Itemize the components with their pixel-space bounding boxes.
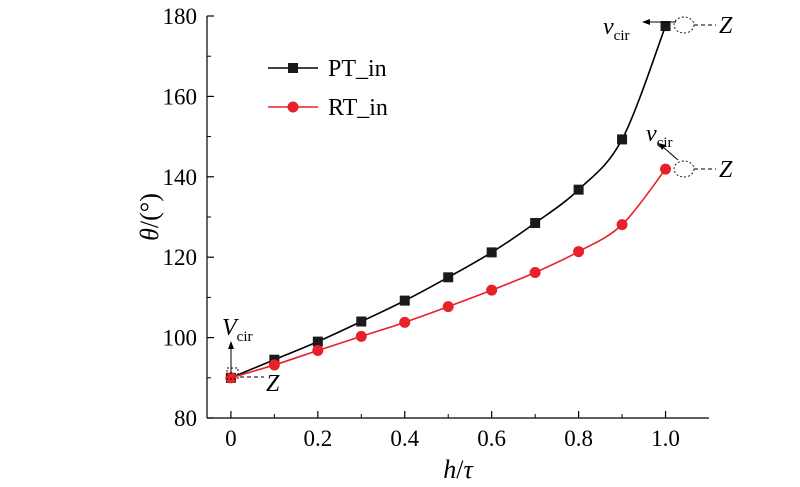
data-point-rt-in xyxy=(486,284,498,296)
data-point-rt-in xyxy=(529,266,541,278)
annotation-label-v-cir-2: vcir xyxy=(646,121,672,151)
legend: PT_in RT_in xyxy=(268,56,388,121)
legend-label-pt-in: PT_in xyxy=(328,56,387,82)
x-axis-label: h/τ xyxy=(443,455,474,484)
data-point-pt-in xyxy=(617,134,628,145)
data-point-pt-in xyxy=(573,184,584,195)
data-point-rt-in xyxy=(312,344,324,356)
annotation-label-z-3: Z xyxy=(266,371,280,397)
data-point-rt-in xyxy=(442,301,454,313)
annotation-rt-in-end: vcir Z xyxy=(646,121,733,183)
x-tick-label: 1.0 xyxy=(651,426,680,451)
data-point-rt-in xyxy=(225,372,237,384)
x-axis-label-slash: / xyxy=(456,455,464,484)
annotation-label-v-cir-3: Vcir xyxy=(222,315,253,345)
data-point-rt-in xyxy=(355,330,367,342)
x-tick-label: 0.8 xyxy=(564,426,593,451)
y-tick-label: 140 xyxy=(163,165,198,190)
data-point-rt-in xyxy=(660,163,672,175)
x-tick-label: 0.6 xyxy=(477,426,506,451)
annotation-label-z-2: Z xyxy=(719,157,733,183)
x-tick-label: 0.4 xyxy=(390,426,419,451)
data-point-rt-in xyxy=(573,246,585,258)
y-axis-label: θ/(°) xyxy=(135,193,164,241)
y-tick-label: 180 xyxy=(163,4,198,29)
annotation-start: Vcir Z xyxy=(222,315,280,397)
y-tick-label: 80 xyxy=(174,406,197,431)
data-point-rt-in xyxy=(399,316,411,328)
x-tick-label: 0.2 xyxy=(303,426,332,451)
x-axis-label-tau: τ xyxy=(463,455,474,484)
arrow-head-icon xyxy=(642,19,650,25)
data-point-pt-in xyxy=(443,272,454,283)
annotation-label-v-cir-1: vcir xyxy=(603,14,629,44)
annotation-label-z-1: Z xyxy=(719,13,733,39)
data-point-pt-in xyxy=(312,336,323,347)
legend-marker-pt-in xyxy=(288,63,298,73)
legend-marker-rt-in xyxy=(287,101,299,113)
annotation-circle-pt-in xyxy=(673,16,695,34)
data-point-pt-in xyxy=(399,295,410,306)
data-point-pt-in xyxy=(530,218,541,229)
annotation-box-start xyxy=(226,367,239,380)
y-tick-label: 120 xyxy=(163,245,198,270)
data-point-pt-in xyxy=(356,316,367,327)
arrow-head-icon xyxy=(228,341,234,349)
series-layer xyxy=(225,21,672,384)
data-point-rt-in xyxy=(268,359,280,371)
arrow-head-icon xyxy=(658,143,666,150)
annotation-circle-rt-in xyxy=(673,160,695,178)
series-line-pt-in xyxy=(230,25,667,379)
y-axis-label-unit: /(°) xyxy=(135,193,164,228)
data-point-pt-in xyxy=(660,21,671,32)
x-axis-label-h: h xyxy=(443,455,456,484)
plot-frame xyxy=(207,16,709,418)
data-point-rt-in xyxy=(616,219,628,231)
data-point-pt-in xyxy=(486,247,497,258)
y-axis-label-symbol: θ xyxy=(135,228,164,241)
annotation-pt-in-end: vcir Z xyxy=(603,13,733,44)
x-tick-label: 0 xyxy=(225,426,237,451)
axes: 80 100 120 140 160 180 0 0.2 0.4 0.6 0.8 1.0 xyxy=(163,4,709,451)
y-tick-label: 160 xyxy=(163,84,198,109)
legend-label-rt-in: RT_in xyxy=(328,95,388,121)
y-tick-label: 100 xyxy=(163,326,198,351)
annotation-arrow-v-cir-2 xyxy=(662,146,679,161)
